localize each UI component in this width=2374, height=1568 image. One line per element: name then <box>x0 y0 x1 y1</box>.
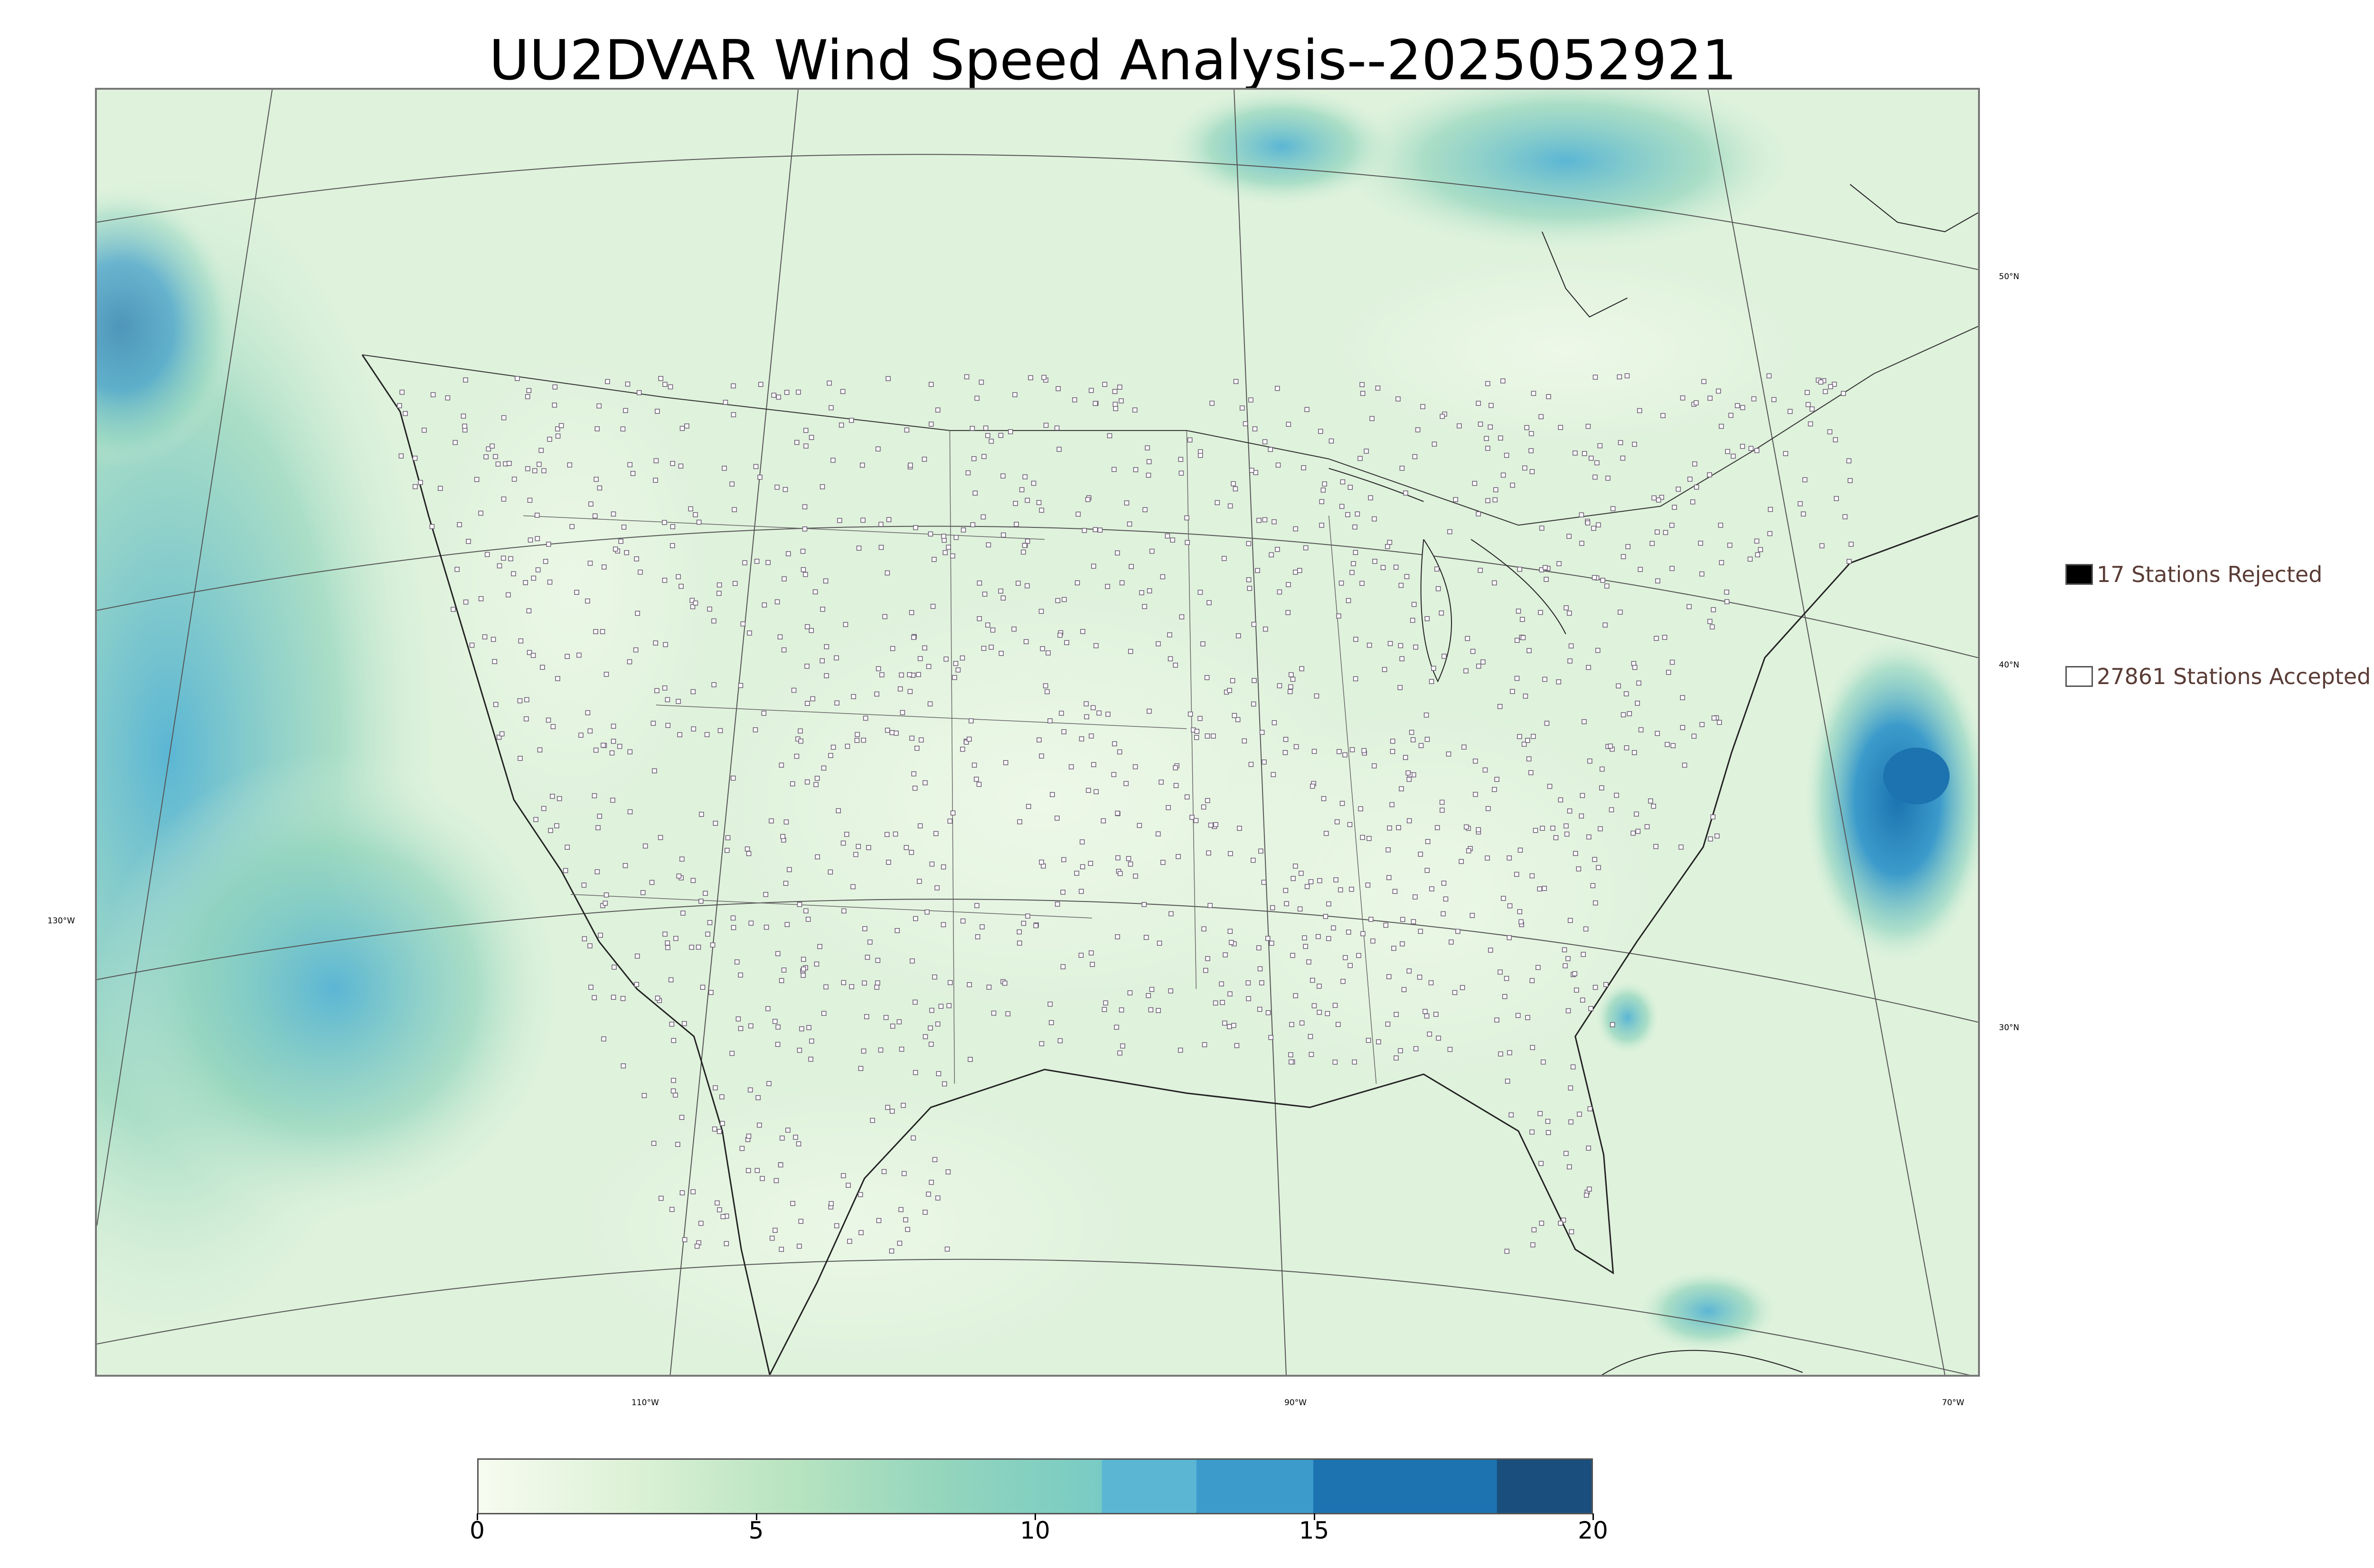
legend-rejected: 17 Stations Rejected <box>2065 560 2322 589</box>
colorbar <box>477 1458 1593 1514</box>
map-canvas <box>97 90 1978 1375</box>
lon-label-70w: 70°W <box>1942 1398 1964 1408</box>
station-markers <box>397 373 1854 1254</box>
lat-label-40n: 40°N <box>1999 660 2019 670</box>
colorbar-tick-mark <box>755 1513 757 1520</box>
colorbar-tick-mark <box>1035 1513 1036 1520</box>
colorbar-tick-label: 0 <box>470 1517 485 1544</box>
map-title: UU2DVAR Wind Speed Analysis--2025052921 <box>489 28 1737 93</box>
legend-rejected-label: 17 Stations Rejected <box>2097 562 2323 587</box>
colorbar-bin <box>1497 1460 1592 1513</box>
colorbar-bin <box>1102 1460 1197 1513</box>
colorbar-bin <box>479 1460 1102 1513</box>
colorbar-tick-mark <box>477 1513 478 1520</box>
colorbar-bins <box>479 1460 1592 1513</box>
colorbar-tick-mark <box>1592 1513 1594 1520</box>
legend-accepted-label: 27861 Stations Accepted <box>2097 664 2371 689</box>
rejected-swatch-icon <box>2065 564 2093 585</box>
colorbar-tick-label: 20 <box>1578 1517 1608 1544</box>
colorbar-tick-label: 10 <box>1020 1517 1050 1544</box>
lon-label-110w: 110°W <box>631 1398 659 1408</box>
colorbar-bin <box>1313 1460 1498 1513</box>
colorbar-tick-label: 15 <box>1299 1517 1329 1544</box>
colorbar-tick-mark <box>1313 1513 1315 1520</box>
colorbar-tick-label: 5 <box>748 1517 764 1544</box>
colorbar-bin <box>1196 1460 1314 1513</box>
lat-label-30n: 30°N <box>1999 1023 2019 1033</box>
lon-label-90w: 90°W <box>1284 1398 1307 1408</box>
legend-accepted: 27861 Stations Accepted <box>2065 662 2371 691</box>
lat-label-50n: 50°N <box>1999 272 2019 282</box>
wind-speed-map <box>95 88 1980 1377</box>
lon-label-130w: 130°W <box>47 916 75 926</box>
accepted-swatch-icon <box>2065 666 2093 687</box>
